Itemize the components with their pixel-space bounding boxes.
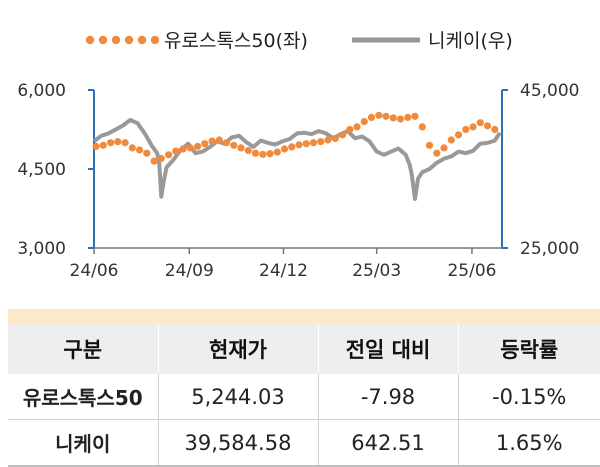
row-change: 642.51	[317, 419, 458, 467]
series-point-eurostoxx	[201, 140, 209, 148]
series-point-eurostoxx	[172, 147, 180, 155]
series-point-eurostoxx	[389, 114, 397, 122]
series-point-eurostoxx	[143, 149, 151, 157]
series-point-eurostoxx	[353, 123, 361, 131]
series-point-eurostoxx	[425, 141, 434, 149]
legend-swatch-eurostoxx	[85, 35, 160, 45]
table-row: 유로스톡스50 5,244.03 -7.98 -0.15%	[8, 374, 600, 420]
row-percent: 1.65%	[457, 419, 600, 467]
series-point-eurostoxx	[251, 149, 260, 157]
series-point-eurostoxx	[121, 139, 129, 147]
series-point-eurostoxx	[462, 125, 470, 134]
series-point-eurostoxx	[411, 112, 419, 120]
series-point-eurostoxx	[338, 131, 347, 139]
series-point-eurostoxx	[136, 146, 144, 154]
series-point-eurostoxx	[208, 137, 216, 145]
row-change: -7.98	[317, 374, 458, 420]
chart-legend: 유로스톡스50(좌) 니케이(우)	[85, 30, 513, 52]
series-point-eurostoxx	[433, 149, 441, 157]
series-point-eurostoxx	[418, 123, 426, 131]
right-y-ticks: 25,000 45,000	[502, 81, 579, 259]
series-point-eurostoxx	[346, 125, 354, 134]
series-point-eurostoxx	[447, 136, 455, 144]
series-point-eurostoxx	[179, 145, 187, 153]
series-point-eurostoxx	[491, 125, 499, 134]
legend-label-nikkei: 니케이(우)	[428, 30, 513, 52]
table-top-band	[8, 309, 600, 324]
y-right-tick-label: 25,000	[520, 239, 579, 259]
series-point-eurostoxx	[230, 141, 238, 149]
series-point-eurostoxx	[367, 113, 376, 121]
series-point-eurostoxx	[440, 144, 448, 152]
series-point-eurostoxx	[157, 154, 165, 163]
series-point-eurostoxx	[128, 144, 136, 152]
series-point-eurostoxx	[331, 134, 339, 143]
y-right-tick-label: 45,000	[520, 81, 579, 101]
series-point-eurostoxx	[107, 139, 115, 147]
x-tick-label: 24/12	[259, 261, 308, 281]
row-price: 5,244.03	[157, 374, 318, 420]
chart-axes	[88, 90, 508, 249]
row-percent: -0.15%	[457, 374, 600, 420]
series-point-eurostoxx	[324, 136, 332, 144]
series-point-eurostoxx	[266, 150, 274, 158]
index-table: 구분 현재가 전일 대비 등락률 유로스톡스50 5,244.03 -7.98 …	[8, 324, 600, 467]
series-point-eurostoxx	[382, 112, 390, 120]
series-point-eurostoxx	[309, 139, 318, 147]
header-percent: 등락률	[457, 324, 600, 374]
y-left-tick-label: 4,500	[17, 160, 66, 180]
legend-label-eurostoxx: 유로스톡스50(좌)	[164, 30, 308, 52]
x-tick-label: 24/09	[165, 261, 214, 281]
x-ticks: 24/06 24/09 24/12 25/03 25/06	[70, 248, 496, 281]
x-tick-label: 25/03	[352, 261, 401, 281]
row-price: 39,584.58	[157, 419, 318, 467]
series-point-eurostoxx	[404, 113, 412, 121]
series-point-eurostoxx	[273, 148, 281, 156]
series-point-eurostoxx	[165, 151, 173, 159]
series-point-eurostoxx	[259, 150, 267, 158]
table-header-row: 구분 현재가 전일 대비 등락률	[8, 324, 600, 374]
series-point-eurostoxx	[476, 119, 484, 127]
series-point-eurostoxx	[396, 115, 405, 123]
series-point-eurostoxx	[375, 111, 383, 119]
series-point-eurostoxx	[215, 136, 223, 144]
header-price: 현재가	[157, 324, 318, 374]
series-point-eurostoxx	[194, 142, 202, 150]
left-y-ticks: 3,000 4,500 6,000	[17, 81, 94, 259]
series-point-eurostoxx	[244, 147, 252, 155]
table-row: 니케이 39,584.58 642.51 1.65%	[8, 419, 600, 467]
x-tick-label: 24/06	[70, 261, 119, 281]
series-point-eurostoxx	[317, 138, 325, 146]
header-change: 전일 대비	[317, 324, 458, 374]
series-point-eurostoxx	[222, 139, 231, 147]
series-point-eurostoxx	[237, 144, 245, 152]
series-point-eurostoxx	[469, 123, 477, 131]
header-category: 구분	[8, 324, 158, 374]
series-point-eurostoxx	[483, 122, 492, 130]
row-name: 유로스톡스50	[8, 374, 158, 420]
series-point-eurostoxx	[295, 141, 303, 149]
series-point-eurostoxx	[302, 140, 310, 148]
series-point-eurostoxx	[288, 143, 296, 151]
series-point-eurostoxx	[280, 145, 289, 153]
series-point-eurostoxx	[92, 142, 100, 150]
y-left-tick-label: 3,000	[17, 239, 66, 259]
series-point-eurostoxx	[150, 157, 158, 165]
series-point-eurostoxx	[360, 118, 368, 126]
x-tick-label: 25/06	[447, 261, 496, 281]
row-name: 니케이	[8, 419, 158, 467]
y-left-tick-label: 6,000	[17, 81, 66, 101]
plot-area	[92, 111, 502, 201]
series-point-eurostoxx	[99, 141, 107, 149]
index-line-chart: 유로스톡스50(좌) 니케이(우) 3,000 4,500 6,000 25,000…	[17, 30, 579, 281]
series-point-eurostoxx	[186, 144, 194, 152]
series-point-eurostoxx	[114, 138, 122, 146]
series-point-eurostoxx	[454, 131, 463, 139]
